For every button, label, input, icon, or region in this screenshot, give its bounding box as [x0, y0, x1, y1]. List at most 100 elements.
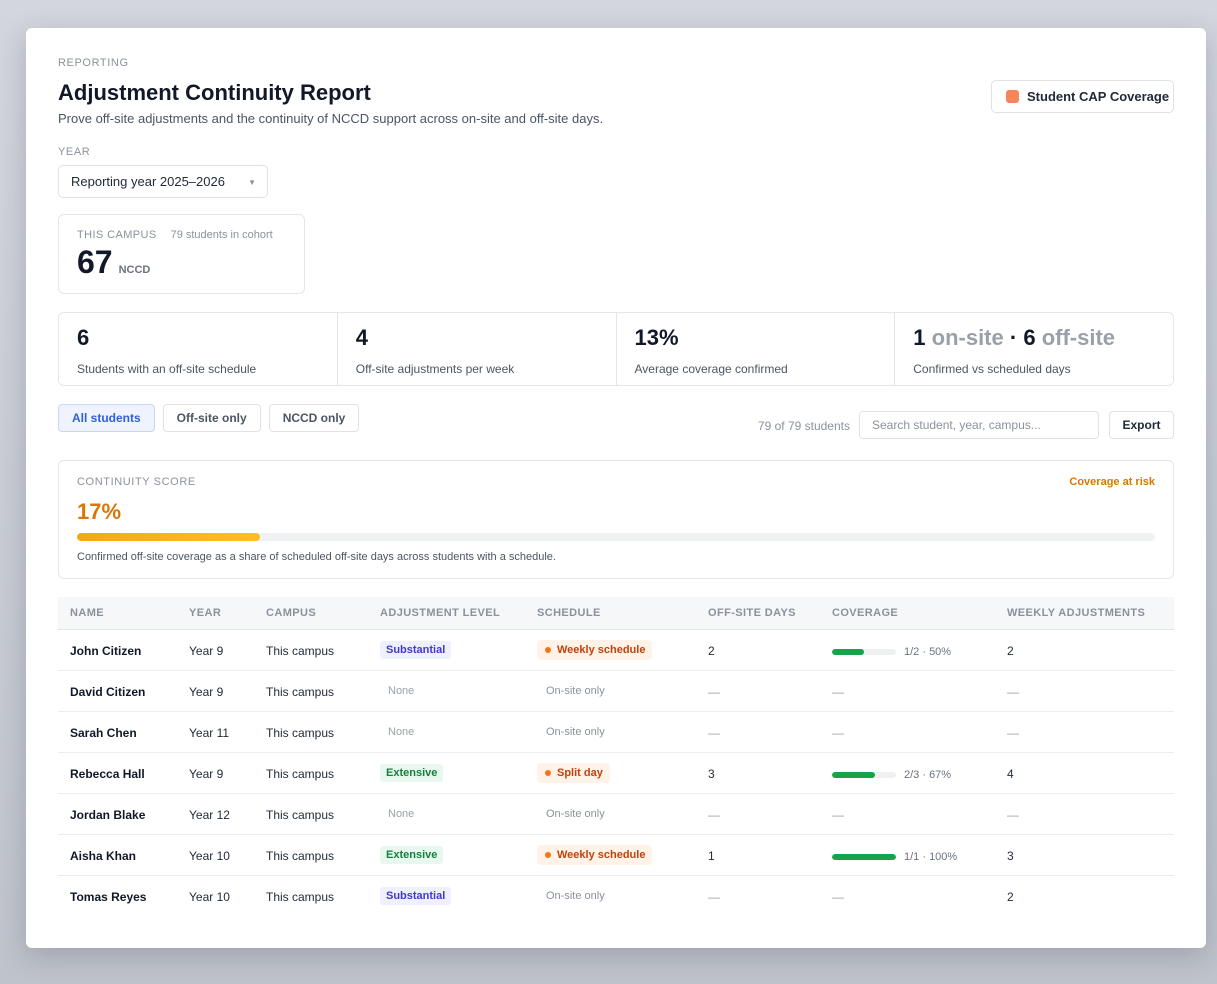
schedule-label: Weekly schedule	[557, 644, 646, 656]
coverage-text: 1/1 · 100%	[904, 851, 958, 863]
weekly-adjustments: —	[1007, 808, 1019, 822]
student-campus: This campus	[266, 726, 335, 740]
coverage-bar-track	[832, 854, 896, 860]
table-row[interactable]: Aisha Khan Year 10 This campus Extensive Wee…	[58, 835, 1174, 876]
schedule-dot-icon	[545, 770, 551, 776]
filter-nccd-only[interactable]: NCCD only	[268, 404, 360, 432]
coverage-bar-fill	[832, 772, 875, 778]
coverage-indicator: 2/3 · 67%	[832, 769, 951, 781]
weekly-adjustments: 2	[1007, 644, 1014, 658]
student-year: Year 9	[189, 685, 224, 699]
table-row[interactable]: Rebecca Hall Year 9 This campus Extensive Sp…	[58, 753, 1174, 794]
column-header[interactable]: COVERAGE	[832, 607, 899, 619]
student-campus: This campus	[266, 685, 335, 699]
export-button[interactable]: Export	[1109, 411, 1174, 439]
student-cap-coverage-button[interactable]: Student CAP Coverage	[991, 80, 1174, 113]
onsite-count: 1	[913, 325, 926, 350]
student-year: Year 9	[189, 767, 224, 781]
continuity-score-value: 17%	[77, 499, 122, 524]
adjustment-level-badge: None	[388, 726, 415, 738]
continuity-score-note: Confirmed off-site coverage as a share o…	[77, 551, 556, 563]
column-header[interactable]: CAMPUS	[266, 607, 317, 619]
table-header: NAME YEAR CAMPUS ADJUSTMENT LEVEL SCHEDULE OF…	[58, 597, 1174, 630]
student-name[interactable]: Sarah Chen	[70, 726, 137, 740]
stat-offsite-students: 6 Students with an off-site schedule	[59, 313, 338, 385]
result-count: 79 of 79 students	[757, 419, 850, 433]
student-year: Year 12	[189, 808, 230, 822]
student-campus: This campus	[266, 890, 335, 904]
student-year: Year 10	[189, 890, 230, 904]
search-input[interactable]: Search student, year, campus...	[859, 411, 1099, 439]
column-header[interactable]: SCHEDULE	[537, 607, 601, 619]
weekly-adjustments: 4	[1007, 767, 1014, 781]
student-name[interactable]: John Citizen	[70, 644, 142, 658]
table-row[interactable]: John Citizen Year 9 This campus Substantial…	[58, 630, 1174, 671]
stat-value: 13%	[634, 325, 679, 350]
coverage-bar-track	[832, 649, 896, 655]
student-campus: This campus	[266, 644, 335, 658]
schedule-label: On-site only	[546, 808, 605, 820]
offsite-days: 1	[708, 849, 715, 863]
campus-label: THIS CAMPUS	[77, 229, 157, 241]
student-year: Year 9	[189, 644, 224, 658]
adjustment-level-badge: Substantial	[380, 641, 452, 659]
table-row[interactable]: David Citizen Year 9 This campus None On-sit…	[58, 671, 1174, 712]
stat-label: Confirmed vs scheduled days	[913, 362, 1071, 376]
student-name[interactable]: Tomas Reyes	[70, 890, 147, 904]
offsite-days: —	[708, 685, 720, 699]
schedule-dot-icon	[545, 647, 551, 653]
filter-chips: All students Off-site only NCCD only	[58, 404, 360, 432]
student-name[interactable]: Jordan Blake	[70, 808, 146, 822]
coverage-text: —	[832, 808, 844, 822]
offsite-count: 6	[1023, 325, 1036, 350]
column-header[interactable]: ADJUSTMENT LEVEL	[380, 607, 501, 619]
table-row[interactable]: Tomas Reyes Year 10 This campus Substantial…	[58, 876, 1174, 917]
column-header[interactable]: WEEKLY ADJUSTMENTS	[1007, 607, 1146, 619]
schedule-label: Split day	[557, 767, 603, 779]
year-select[interactable]: Reporting year 2025–2026 ▼	[58, 165, 268, 198]
stat-confirmed-vs-scheduled: 1 on-site · 6 off-site Confirmed vs sche…	[895, 313, 1173, 385]
campus-summary-card: THIS CAMPUS 79 students in cohort 67 NCC…	[58, 214, 305, 294]
stat-value: 1 on-site · 6 off-site	[913, 325, 1155, 353]
nccd-count: 67	[77, 244, 113, 280]
search-placeholder: Search student, year, campus...	[872, 418, 1041, 432]
schedule-dot-icon	[545, 852, 551, 858]
schedule-badge: Split day	[537, 763, 610, 783]
offsite-days: 2	[708, 644, 715, 658]
column-header[interactable]: OFF-SITE DAYS	[708, 607, 796, 619]
filter-all-students[interactable]: All students	[58, 404, 155, 432]
filter-offsite-only[interactable]: Off-site only	[162, 404, 261, 432]
cohort-count: 79 students in cohort	[170, 229, 273, 241]
student-name[interactable]: Rebecca Hall	[70, 767, 145, 781]
offsite-days: —	[708, 808, 720, 822]
coverage-text: —	[832, 685, 844, 699]
column-header[interactable]: YEAR	[189, 607, 222, 619]
schedule-badge: On-site only	[537, 886, 612, 906]
stat-label: Students with an off-site schedule	[77, 362, 257, 376]
coverage-text: 2/3 · 67%	[904, 769, 952, 781]
table-row[interactable]: Jordan Blake Year 12 This campus None On-sit…	[58, 794, 1174, 835]
table-row[interactable]: Sarah Chen Year 11 This campus None On-site …	[58, 712, 1174, 753]
coverage-status: Coverage at risk	[1069, 476, 1155, 488]
offsite-days: —	[708, 726, 720, 740]
adjustment-level-badge: None	[388, 685, 415, 697]
schedule-badge: Weekly schedule	[537, 845, 653, 865]
schedule-badge: Weekly schedule	[537, 640, 653, 660]
stat-label: Average coverage confirmed	[634, 362, 788, 376]
student-name[interactable]: David Citizen	[70, 685, 146, 699]
stat-label: Off-site adjustments per week	[355, 362, 515, 376]
continuity-score-label: CONTINUITY SCORE	[77, 476, 196, 488]
schedule-label: Weekly schedule	[557, 849, 646, 861]
schedule-label: On-site only	[546, 890, 605, 902]
cap-button-label: Student CAP Coverage	[1027, 89, 1170, 104]
continuity-progress-fill	[77, 533, 261, 541]
student-campus: This campus	[266, 767, 335, 781]
continuity-score-panel: CONTINUITY SCORE Coverage at risk 17% Co…	[58, 460, 1174, 579]
stat-value: 6	[77, 325, 90, 350]
schedule-badge: On-site only	[537, 681, 612, 701]
coverage-text: 1/2 · 50%	[904, 646, 952, 658]
student-name[interactable]: Aisha Khan	[70, 849, 137, 863]
coverage-indicator: 1/2 · 50%	[832, 646, 951, 658]
column-header[interactable]: NAME	[70, 607, 104, 619]
coverage-text: —	[832, 726, 844, 740]
